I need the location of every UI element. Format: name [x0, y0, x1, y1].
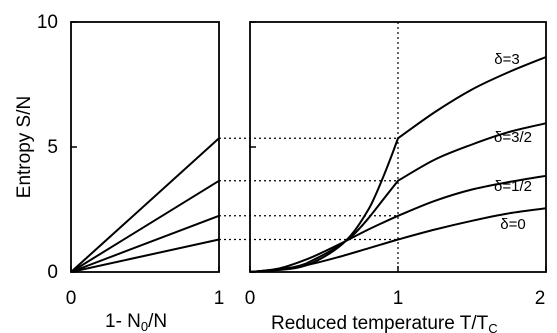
right-series-curve-0	[249, 56, 547, 273]
label-delta-0: δ=0	[500, 216, 525, 233]
right-xlabel-sub: C	[488, 321, 497, 333]
guide-lines	[219, 22, 399, 272]
left-xlabel-sub: 0	[141, 319, 148, 333]
left-x-axis-label: 1- N0/N	[105, 311, 167, 333]
left-xtick-0: 0	[66, 288, 77, 309]
right-xtick-1: 1	[393, 288, 404, 309]
right-xtick-0: 0	[245, 288, 256, 309]
right-series-curve-3	[249, 207, 547, 273]
right-series-curve-2	[249, 174, 547, 273]
left-series-line-0	[70, 137, 220, 273]
left-xlabel-tail: /N	[148, 311, 167, 332]
right-panel: 0 1 2 Reduced temperature T/TC δ=3 δ=3/2…	[70, 21, 547, 333]
ytick-10: 10	[37, 12, 58, 33]
right-x-axis-label: Reduced temperature T/TC	[271, 313, 498, 333]
left-xtick-1: 1	[214, 288, 225, 309]
left-xlabel-main: 1- N	[105, 311, 141, 332]
right-xlabel-main: Reduced temperature T/T	[271, 313, 489, 333]
label-delta-3: δ=3	[494, 51, 519, 68]
left-series-line-3	[70, 238, 220, 273]
y-axis-label: Entropy S/N	[14, 96, 35, 198]
ytick-5: 5	[47, 137, 58, 158]
right-xtick-2: 2	[535, 288, 546, 309]
label-delta-3-2: δ=3/2	[494, 129, 532, 146]
right-ticks	[70, 266, 547, 272]
left-curves	[70, 137, 220, 273]
ytick-0: 0	[47, 262, 58, 283]
label-delta-1-2: δ=1/2	[494, 178, 532, 195]
left-ticks	[71, 21, 256, 273]
left-series-line-2	[70, 214, 220, 273]
left-plot-frame	[70, 21, 220, 273]
right-series-curve-1	[249, 122, 547, 273]
right-curves	[249, 56, 547, 273]
left-panel: 0 1 0 5 10 Entropy S/N 1- N0/N	[14, 12, 256, 333]
left-series-line-1	[70, 179, 220, 273]
